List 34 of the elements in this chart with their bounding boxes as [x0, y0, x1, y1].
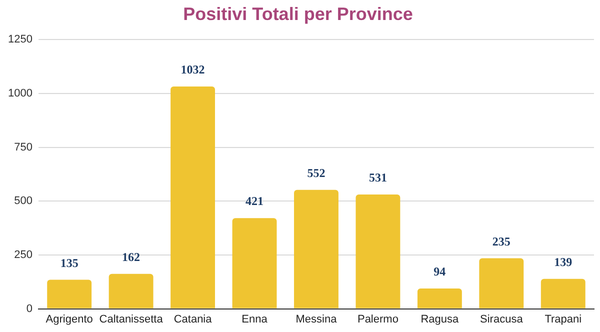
data-label: 139 [554, 254, 572, 269]
bar [294, 190, 338, 308]
chart-title: Positivi Totali per Province [183, 4, 413, 24]
x-tick-label: Caltanissetta [99, 313, 164, 326]
data-label: 94 [434, 264, 446, 279]
data-label: 135 [60, 256, 78, 270]
y-tick-label: 500 [14, 195, 32, 208]
data-label: 1032 [180, 62, 205, 77]
bar [170, 86, 216, 308]
x-tick-label: Enna [242, 313, 268, 326]
data-label: 552 [307, 166, 326, 180]
bar [479, 258, 524, 308]
x-tick-label: Catania [174, 313, 213, 326]
x-tick-label: Palermo [357, 313, 398, 326]
bar [108, 274, 154, 308]
x-tick-label: Ragusa [420, 313, 460, 326]
bar [232, 218, 277, 308]
y-tick-label: 750 [14, 141, 32, 154]
y-tick-label: 250 [14, 248, 32, 261]
data-label: 531 [368, 170, 387, 185]
data-label: 162 [122, 250, 140, 264]
bar [47, 280, 92, 308]
x-tick-label: Trapani [544, 313, 582, 326]
data-label: 235 [492, 234, 510, 248]
x-tick-label: Agrigento [46, 313, 93, 326]
x-tick-label: Messina [296, 313, 338, 326]
x-tick-label: Siracusa [480, 313, 524, 326]
bar [356, 194, 400, 308]
y-tick-label: 0 [26, 302, 32, 315]
bar [417, 288, 462, 308]
y-tick-label: 1000 [8, 87, 32, 100]
bar [540, 278, 586, 308]
y-tick-label: 1250 [8, 34, 32, 46]
data-label: 421 [246, 194, 264, 208]
